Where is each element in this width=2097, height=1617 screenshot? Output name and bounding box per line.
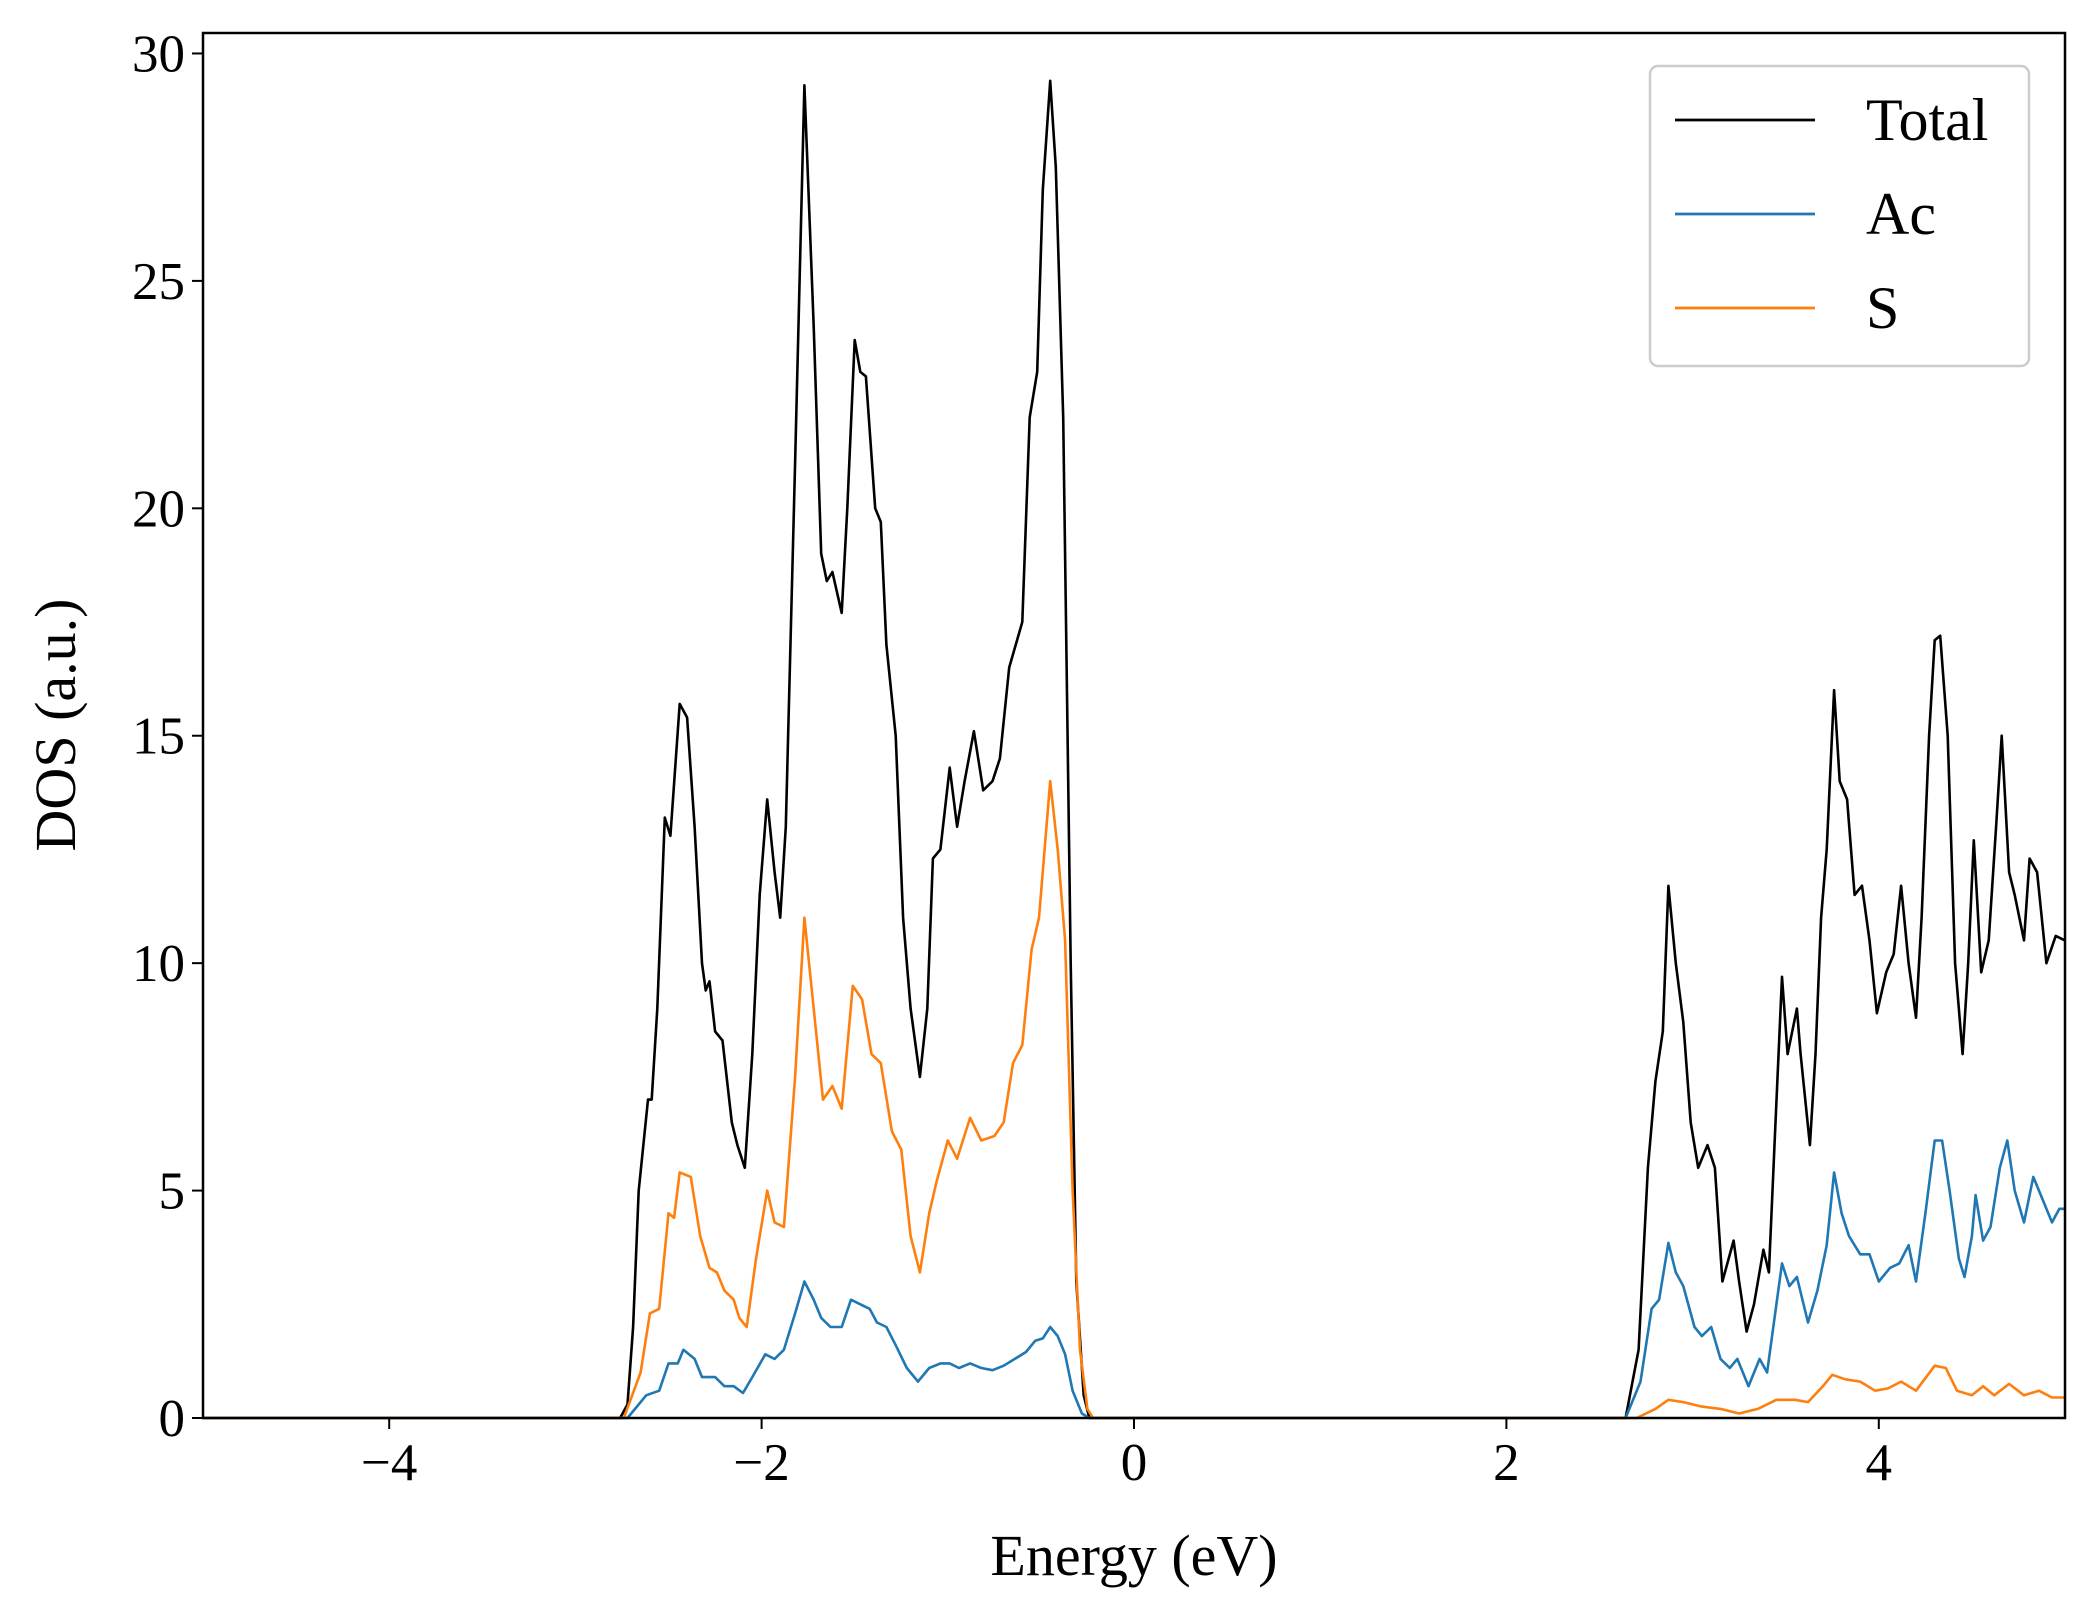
- y-tick-label: 0: [159, 1390, 186, 1448]
- y-tick-label: 15: [132, 708, 185, 766]
- x-tick-label: 4: [1866, 1434, 1893, 1492]
- x-tick-label: −4: [361, 1434, 417, 1492]
- x-axis: −4 −2 0 2 4: [361, 1418, 1892, 1492]
- x-tick-label: −2: [733, 1434, 789, 1492]
- legend: Total Ac S: [1648, 64, 2031, 368]
- x-tick-label: 2: [1493, 1434, 1520, 1492]
- y-tick-label: 10: [132, 935, 185, 993]
- series-line-s: [203, 779, 2065, 1420]
- legend-label-total: Total: [1866, 87, 1988, 153]
- x-axis-label: Energy (eV): [990, 1523, 1277, 1588]
- y-axis-label: DOS (a.u.): [23, 599, 88, 852]
- legend-box: [1648, 64, 2031, 368]
- legend-label-s: S: [1866, 275, 1899, 341]
- y-axis: 0 5 10 15 20 25 30: [132, 25, 203, 1448]
- y-tick-label: 25: [132, 253, 185, 311]
- series-layer: [203, 79, 2066, 1420]
- y-tick-label: 5: [159, 1163, 186, 1221]
- legend-label-ac: Ac: [1866, 181, 1936, 247]
- x-tick-label: 0: [1121, 1434, 1148, 1492]
- y-tick-label: 20: [132, 480, 185, 538]
- y-tick-label: 30: [132, 25, 185, 83]
- series-line-ac: [203, 1139, 2065, 1420]
- series-line-total: [203, 79, 2066, 1420]
